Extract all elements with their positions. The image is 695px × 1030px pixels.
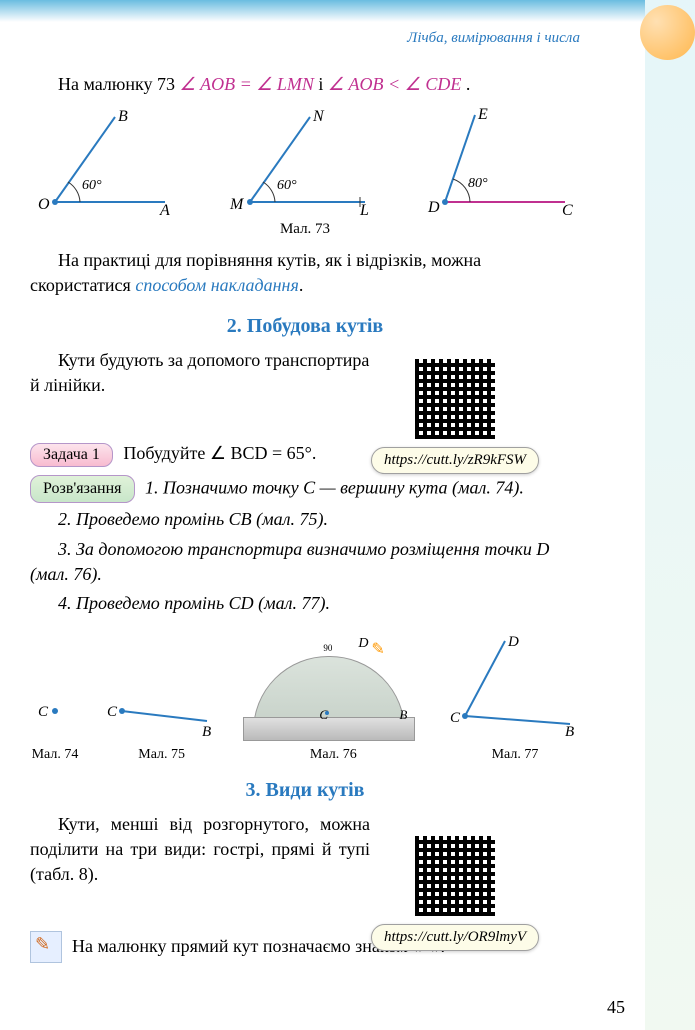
svg-text:B: B — [565, 724, 574, 736]
ray-E: E — [477, 107, 488, 123]
sec3-text: Кути, менші від розгорнутого, можна поді… — [30, 812, 370, 888]
intro-eq1: ∠ AOB = ∠ LMN — [179, 74, 313, 94]
qr-code-icon — [411, 355, 499, 443]
fig77: C B D Мал. 77 — [450, 636, 580, 763]
fig77-label: Мал. 77 — [450, 747, 580, 763]
solution-badge: Розв'язання — [30, 475, 135, 503]
intro-mid: і — [318, 74, 328, 94]
section-2-title: 2. Побудова кутів — [30, 315, 580, 338]
sec2-text: Кути будують за допомого транспортира й … — [30, 348, 370, 398]
qr-box-1: https://cutt.ly/zR9kFSW — [355, 355, 555, 474]
fig75-label: Мал. 75 — [107, 747, 217, 763]
qr-link-2[interactable]: https://cutt.ly/OR9lmyV — [371, 924, 539, 951]
page-number: 45 — [607, 997, 625, 1018]
svg-text:C: C — [450, 710, 461, 726]
step-4: 4. Проведемо промінь CD (мал. 77). — [30, 591, 580, 616]
fig74: C Мал. 74 — [30, 636, 80, 763]
task-badge: Задача 1 — [30, 443, 113, 467]
mascot-icon — [640, 5, 695, 60]
vertex-O: O — [38, 196, 50, 213]
fig74-label: Мал. 74 — [30, 747, 80, 763]
angle-cde: 80° D E C — [420, 107, 580, 217]
angles-row: 60° O B A 60° M N L 80° D E C — [30, 107, 580, 217]
pencil-icon — [30, 931, 62, 963]
step-3: 3. За допомогою транспортира визначимо р… — [30, 537, 580, 587]
qr-code-icon — [411, 832, 499, 920]
deg-label: 80° — [468, 176, 488, 191]
angle-lmn: 60° M N L — [225, 107, 385, 217]
angle-aob: 60° O B A — [30, 107, 190, 217]
intro-prefix: На малюнку 73 — [58, 74, 179, 94]
practice-blue: способом накладання — [135, 275, 299, 295]
vertex-M: M — [229, 196, 245, 213]
figures-row: C Мал. 74 C B Мал. 75 D ✎ C B 90 — [30, 636, 580, 763]
section-3-title: 3. Види кутів — [30, 779, 580, 802]
deg-label: 60° — [82, 178, 102, 193]
fig75: C B Мал. 75 — [107, 636, 217, 763]
step-1: 1. Позначимо точку C — вершину кута (мал… — [145, 477, 524, 497]
vertex-D: D — [427, 199, 440, 216]
side-decoration — [645, 0, 695, 1030]
ray-B: B — [118, 108, 128, 125]
step-2: 2. Проведемо промінь CB (мал. 75). — [30, 507, 580, 532]
intro-suffix: . — [466, 74, 471, 94]
solution-steps: Розв'язання 1. Позначимо точку C — верши… — [30, 475, 580, 616]
fig73-caption: Мал. 73 — [30, 221, 580, 238]
ray-C: C — [562, 202, 573, 217]
svg-text:D: D — [507, 636, 519, 650]
deg-label: 60° — [277, 178, 297, 193]
ray-N: N — [312, 108, 325, 125]
svg-text:C: C — [107, 704, 118, 720]
intro-paragraph: На малюнку 73 ∠ AOB = ∠ LMN і ∠ AOB < ∠ … — [30, 72, 580, 97]
section-header: Лічба, вимірювання і числа — [30, 30, 580, 47]
practice-suffix: . — [299, 275, 304, 295]
svg-text:C: C — [38, 704, 49, 720]
fig76-label: Мал. 76 — [243, 747, 423, 763]
svg-text:B: B — [202, 724, 211, 736]
intro-eq2: ∠ AOB < ∠ CDE — [328, 74, 461, 94]
fig76: D ✎ C B 90 Мал. 76 — [243, 641, 423, 763]
qr-link-1[interactable]: https://cutt.ly/zR9kFSW — [371, 447, 539, 474]
practice-para: На практиці для порівняння кутів, як і в… — [30, 248, 580, 298]
ray-A: A — [159, 202, 170, 217]
task-text: Побудуйте ∠ BCD = 65°. — [123, 443, 316, 463]
qr-box-2: https://cutt.ly/OR9lmyV — [355, 832, 555, 951]
protractor-icon: D ✎ C B 90 — [243, 641, 413, 741]
